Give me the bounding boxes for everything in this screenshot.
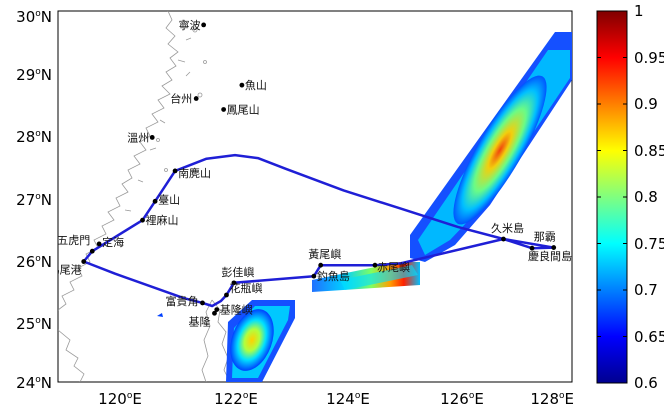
lon-tick-124: 124oE: [326, 390, 370, 408]
voyage-route-line: [82, 153, 555, 308]
lat-tick-26: 26oN: [16, 253, 52, 271]
place-14: 基隆嶼: [214, 303, 253, 317]
place-21: 慶良間島: [528, 245, 572, 263]
place-marker-dot: [96, 241, 102, 247]
colorbar-label-0.8: 0.8: [634, 188, 658, 206]
colorbar-label-0.85: 0.85: [634, 142, 664, 160]
colorbar-gradient: [596, 10, 628, 384]
lat-tick-27: 27oN: [16, 191, 52, 209]
place-12: 富貴角: [165, 294, 205, 308]
place-17: 釣魚島: [311, 269, 350, 283]
coastline: [58, 11, 231, 382]
place-marker-dot: [551, 245, 557, 250]
place-label: 那霸: [534, 231, 556, 244]
lat-tick-24: 24oN: [16, 374, 52, 392]
colorbar-label-1: 1: [634, 2, 644, 20]
place-marker-dot: [149, 135, 155, 140]
place-label: 彭佳嶼: [221, 265, 254, 279]
place-label: 久米島: [491, 221, 524, 235]
colorbar-label-0.95: 0.95: [634, 49, 664, 67]
place-label: 馬尾港: [49, 264, 82, 277]
lon-tick-128: 128oE: [530, 390, 574, 408]
place-label: 釣魚島: [317, 269, 350, 283]
place-marker-dot: [89, 248, 95, 254]
lon-tick-122: 122oE: [214, 390, 258, 408]
place-marker-dot: [221, 107, 227, 112]
place-marker-dot: [224, 292, 229, 298]
place-label: 赤尾嶼: [377, 260, 410, 274]
place-16: 黃尾嶼: [308, 247, 341, 268]
colorbar-labels: 1 0.95 0.9 0.85 0.8 0.75 0.7 0.65 0.6: [634, 2, 664, 392]
place-20: 那霸: [534, 231, 557, 250]
place-marker-dot: [201, 22, 207, 28]
lat-tick-30: 30oN: [16, 8, 52, 26]
colorbar-ticks: [597, 10, 627, 384]
place-label: 富貴角: [165, 294, 198, 308]
place-15: 基隆: [188, 310, 217, 328]
lat-tick-25: 25oN: [16, 315, 52, 333]
place-label: 南麂山: [178, 166, 211, 180]
place-marker-dot: [311, 273, 317, 279]
place-10: 馬尾港: [49, 259, 87, 277]
place-marker-dot: [214, 307, 220, 313]
place-3: 鳳尾山: [221, 103, 260, 116]
place-8: 定海: [96, 235, 124, 249]
place-marker-dot: [231, 280, 237, 286]
place-9: 五虎門: [57, 234, 95, 254]
place-2: 台州: [170, 92, 199, 106]
place-marker-dot: [81, 259, 87, 264]
colorbar-label-0.6: 0.6: [634, 374, 658, 392]
place-marker-dot: [193, 96, 199, 101]
colorbar: 1 0.95 0.9 0.85 0.8 0.75 0.7 0.65 0.6: [596, 2, 664, 392]
place-marker-dot: [372, 262, 378, 268]
colorbar-label-0.75: 0.75: [634, 235, 664, 253]
place-marker-dot: [318, 262, 324, 268]
place-marker-dot: [212, 310, 217, 316]
place-label: 黃尾嶼: [308, 247, 341, 261]
place-18: 赤尾嶼: [372, 260, 410, 274]
place-19: 久米島: [491, 221, 524, 242]
place-marker-dot: [200, 300, 205, 306]
place-13: 花瓶嶼: [224, 281, 262, 298]
place-marker-dot: [239, 82, 245, 88]
longitude-labels: 120oE 122oE 124oE 126oE 128oE: [98, 390, 574, 408]
probability-heatmap: [157, 32, 572, 382]
place-label: 鳳尾山: [227, 103, 260, 116]
place-marker-dot: [501, 236, 506, 242]
place-marker-dot: [172, 168, 178, 174]
lat-tick-29: 29oN: [16, 66, 52, 84]
place-label: 慶良間島: [528, 249, 572, 263]
place-11: 彭佳嶼: [221, 265, 254, 286]
place-label: 花瓶嶼: [229, 281, 262, 295]
place-label: 基隆嶼: [220, 303, 253, 317]
place-4: 溫州: [127, 130, 155, 144]
place-label: 裡麻山: [146, 213, 179, 227]
colorbar-label-0.7: 0.7: [634, 281, 658, 299]
lon-tick-126: 126oE: [440, 390, 484, 408]
place-label: 魚山: [245, 79, 267, 92]
place-0: 寧波: [179, 18, 207, 32]
place-label: 寧波: [179, 18, 201, 32]
place-label: 溫州: [127, 130, 149, 144]
place-7: 裡麻山: [140, 213, 179, 227]
place-1: 魚山: [239, 79, 267, 92]
place-marker-dot: [529, 245, 535, 251]
latitude-labels: 30oN 29oN 28oN 27oN 26oN 25oN 24oN: [16, 8, 52, 392]
place-6: 臺山: [152, 192, 180, 206]
lat-tick-28: 28oN: [16, 128, 52, 146]
colorbar-label-0.65: 0.65: [634, 328, 664, 346]
place-marker-dot: [140, 217, 145, 223]
colorbar-label-0.9: 0.9: [634, 95, 658, 113]
place-label: 五虎門: [57, 234, 90, 247]
place-label: 定海: [102, 235, 124, 249]
place-label: 台州: [170, 92, 192, 106]
place-marker-dot: [152, 198, 158, 204]
place-label: 基隆: [188, 314, 210, 328]
lon-tick-120: 120oE: [98, 390, 142, 408]
place-5: 南麂山: [172, 166, 211, 180]
place-label: 臺山: [158, 192, 180, 206]
